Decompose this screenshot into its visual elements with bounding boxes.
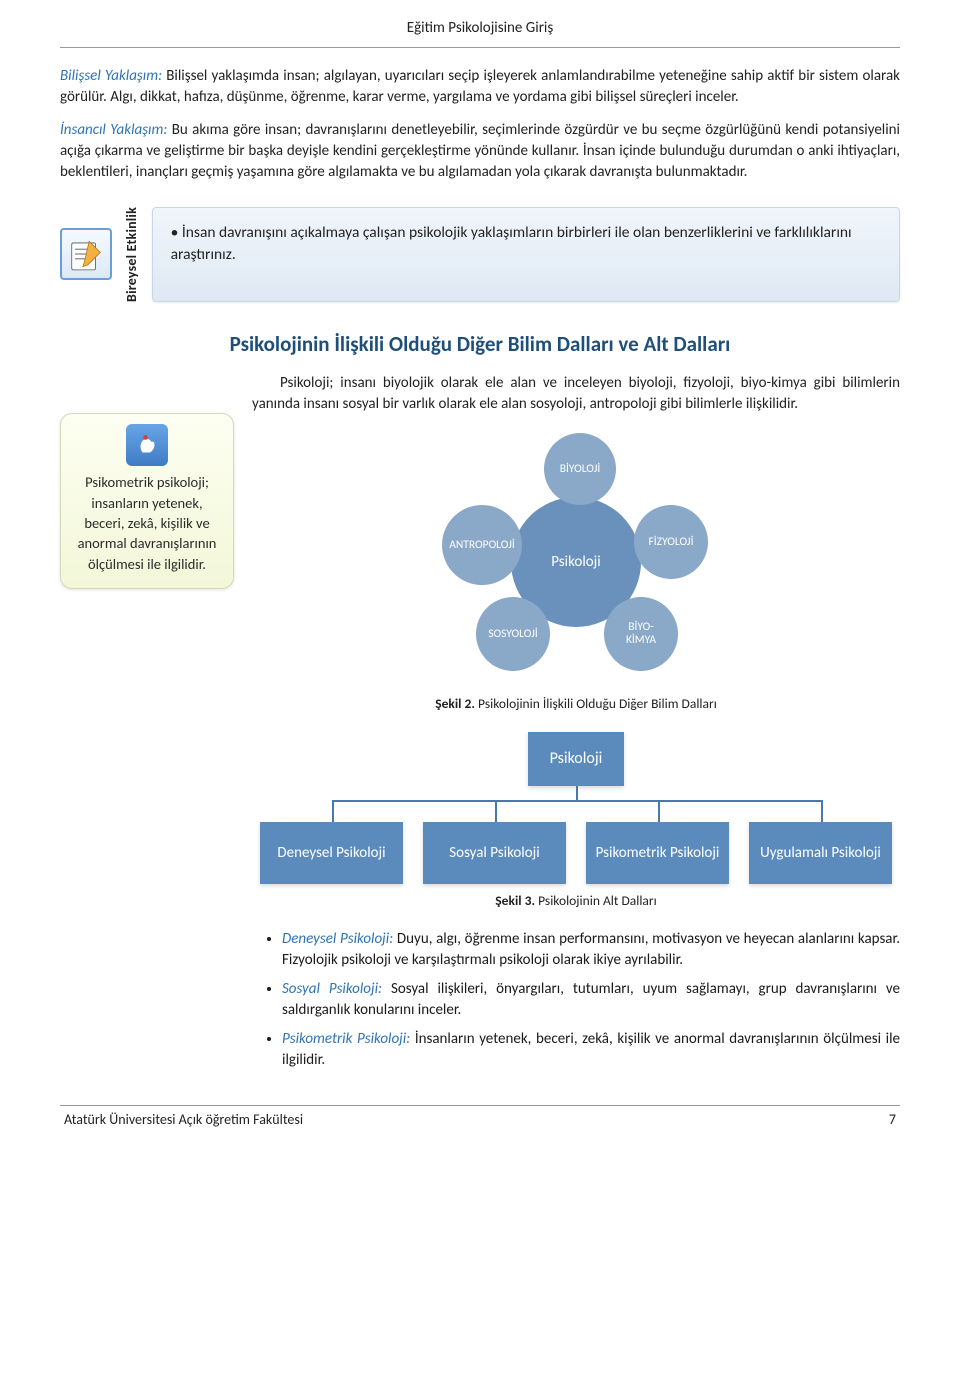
- page-footer: Atatürk Üniversitesi Açık öğretim Fakült…: [60, 1106, 900, 1130]
- org-connectors: [268, 786, 884, 822]
- footer-page-number: 7: [889, 1110, 896, 1130]
- org-chart: Psikoloji Deneysel Psikoloji Sosyal Psiko…: [252, 732, 900, 884]
- page-running-header: Eğitim Psikolojisine Giriş: [60, 18, 900, 39]
- figure2-caption-text: Psikolojinin İlişkili Olduğu Diğer Bilim…: [475, 695, 717, 712]
- org-root-box: Psikoloji: [528, 732, 625, 786]
- sidebar-note-text: Psikometrik psikoloji; insanların yetene…: [78, 473, 217, 572]
- radial-node-2: FİZYOLOJİ: [634, 505, 708, 579]
- bullet-lead-0: Deneysel Psikoloji:: [282, 930, 393, 948]
- figure3-caption-text: Psikolojinin Alt Dalları: [535, 892, 657, 909]
- edit-note-icon: [60, 228, 112, 280]
- lead-bilissel: Bilişsel Yaklaşım:: [60, 67, 162, 85]
- org-child-2: Psikometrik Psikoloji: [586, 822, 729, 884]
- section-heading-related-sciences: Psikolojinin İlişkili Olduğu Diğer Bilim…: [60, 330, 900, 359]
- bullet-1: Sosyal Psikoloji: Sosyal ilişkileri, öny…: [282, 979, 900, 1021]
- figure2-caption-bold: Şekil 2.: [435, 695, 475, 712]
- subfield-bullets: Deneysel Psikoloji: Duyu, algı, öğrenme …: [282, 929, 900, 1071]
- footer-left: Atatürk Üniversitesi Açık öğretim Fakült…: [64, 1110, 303, 1130]
- figure3-caption-bold: Şekil 3.: [495, 892, 535, 909]
- text-bilissel: Bilişsel yaklaşımda insan; algılayan, uy…: [60, 67, 900, 106]
- lead-insancil: İnsancıl Yaklaşım:: [60, 121, 167, 139]
- activity-text: İnsan davranışını açıkalmaya çalışan psi…: [152, 207, 900, 302]
- bullet-lead-1: Sosyal Psikoloji:: [282, 980, 382, 998]
- bullet-0: Deneysel Psikoloji: Duyu, algı, öğrenme …: [282, 929, 900, 971]
- sidebar-note: Psikometrik psikoloji; insanların yetene…: [60, 413, 234, 588]
- radial-node-4: BİYO- KİMYA: [604, 597, 678, 671]
- activity-vertical-label: Bireysel Etkinlik: [122, 207, 142, 302]
- activity-icon-wrap: [60, 207, 112, 302]
- figure2-caption: Şekil 2. Psikolojinin İlişkili Olduğu Di…: [252, 695, 900, 714]
- radial-node-0: BİYOLOJİ: [544, 433, 616, 505]
- radial-node-1: ANTROPOLOJİ: [442, 505, 522, 585]
- bullet-2: Psikometrik Psikoloji: İnsanların yetene…: [282, 1029, 900, 1071]
- paragraph-insancil: İnsancıl Yaklaşım: Bu akıma göre insan; …: [60, 120, 900, 183]
- header-rule: [60, 47, 900, 48]
- org-children-row: Deneysel Psikoloji Sosyal Psikoloji Psikom…: [252, 822, 900, 884]
- section2-intro: Psikoloji; insanı biyolojik olarak ele a…: [252, 373, 900, 415]
- text-insancil: Bu akıma göre insan; davranışlarını dene…: [60, 121, 900, 181]
- radial-diagram: PsikolojiBİYOLOJİANTROPOLOJİFİZYOLOJİSOS…: [386, 427, 766, 687]
- org-child-3: Uygulamalı Psikoloji: [749, 822, 892, 884]
- bullet-lead-2: Psikometrik Psikoloji:: [282, 1030, 410, 1048]
- paragraph-bilissel: Bilişsel Yaklaşım: Bilişsel yaklaşımda i…: [60, 66, 900, 108]
- pin-hand-icon: [126, 424, 168, 466]
- figure3-caption: Şekil 3. Psikolojinin Alt Dalları: [252, 892, 900, 911]
- org-child-0: Deneysel Psikoloji: [260, 822, 403, 884]
- radial-node-3: SOSYOLOJİ: [476, 597, 550, 671]
- org-child-1: Sosyal Psikoloji: [423, 822, 566, 884]
- activity-block: Bireysel Etkinlik İnsan davranışını açık…: [60, 207, 900, 302]
